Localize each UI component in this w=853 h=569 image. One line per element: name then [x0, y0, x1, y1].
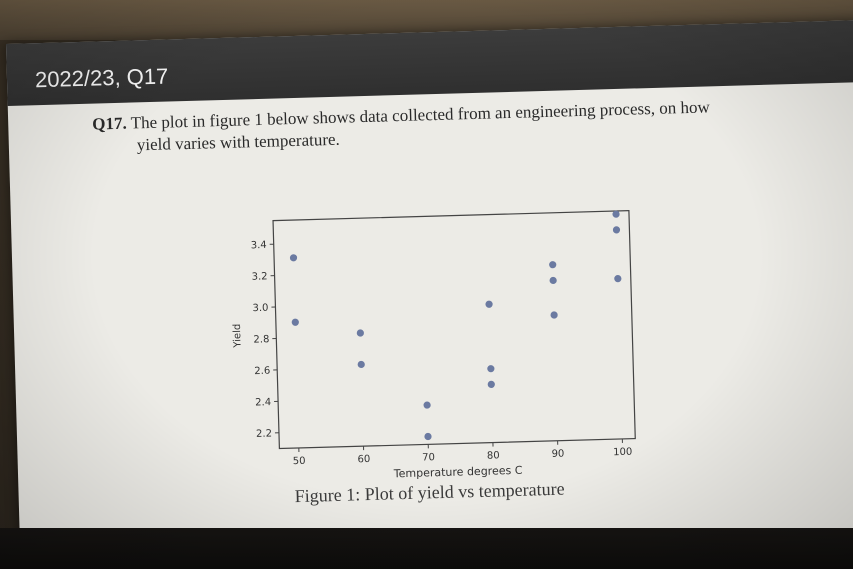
data-point [549, 276, 557, 285]
plot-frame [272, 210, 636, 450]
data-point [485, 300, 493, 308]
question-number: Q17. [92, 113, 128, 134]
x-tick-label: 60 [357, 454, 370, 465]
x-tick-label: 90 [551, 449, 564, 460]
data-point [487, 365, 495, 373]
y-axis-label: Yield [232, 324, 244, 349]
data-points [289, 210, 622, 441]
y-axis-ticks: 2.2 2.4 2.6 2.8 3.0 3.2 3.4 [251, 240, 279, 440]
scatter-plot: 2.2 2.4 2.6 2.8 3.0 3.2 3.4 50 60 70 80 90 100 Temp… [232, 210, 636, 481]
x-axis-ticks: 50 60 70 80 90 100 [293, 438, 632, 467]
slide-title: 2022/23, Q17 [34, 63, 169, 93]
x-tick-label: 50 [293, 456, 306, 467]
slide-title-bar: 2022/23, Q17 [6, 18, 853, 106]
x-tick-label: 100 [613, 447, 632, 459]
data-point [487, 380, 495, 389]
y-tick-label: 2.4 [255, 397, 271, 408]
y-tick-label: 2.8 [253, 334, 269, 345]
y-tick-label: 3.4 [251, 240, 267, 251]
data-point [424, 432, 432, 441]
y-tick-label: 3.0 [252, 303, 268, 314]
x-axis-label: Temperature degrees C [393, 464, 523, 481]
y-tick-label: 2.6 [254, 366, 270, 377]
data-point [549, 261, 557, 269]
x-tick-label: 80 [487, 450, 500, 461]
question-text: Q17. The plot in figure 1 below shows da… [92, 93, 833, 158]
data-point [612, 226, 621, 234]
data-point [423, 401, 431, 409]
data-point [356, 329, 364, 337]
data-point [289, 254, 298, 262]
y-tick-label: 3.2 [252, 271, 268, 282]
slide: 2022/23, Q17 Q17. The plot in figure 1 b… [6, 18, 853, 564]
data-point [550, 311, 558, 319]
data-point [291, 318, 299, 326]
data-point [614, 275, 622, 283]
data-point [612, 210, 620, 218]
x-tick-label: 70 [422, 452, 435, 463]
y-tick-label: 2.2 [256, 429, 272, 440]
screen-bezel [0, 528, 853, 569]
data-point [357, 360, 365, 369]
